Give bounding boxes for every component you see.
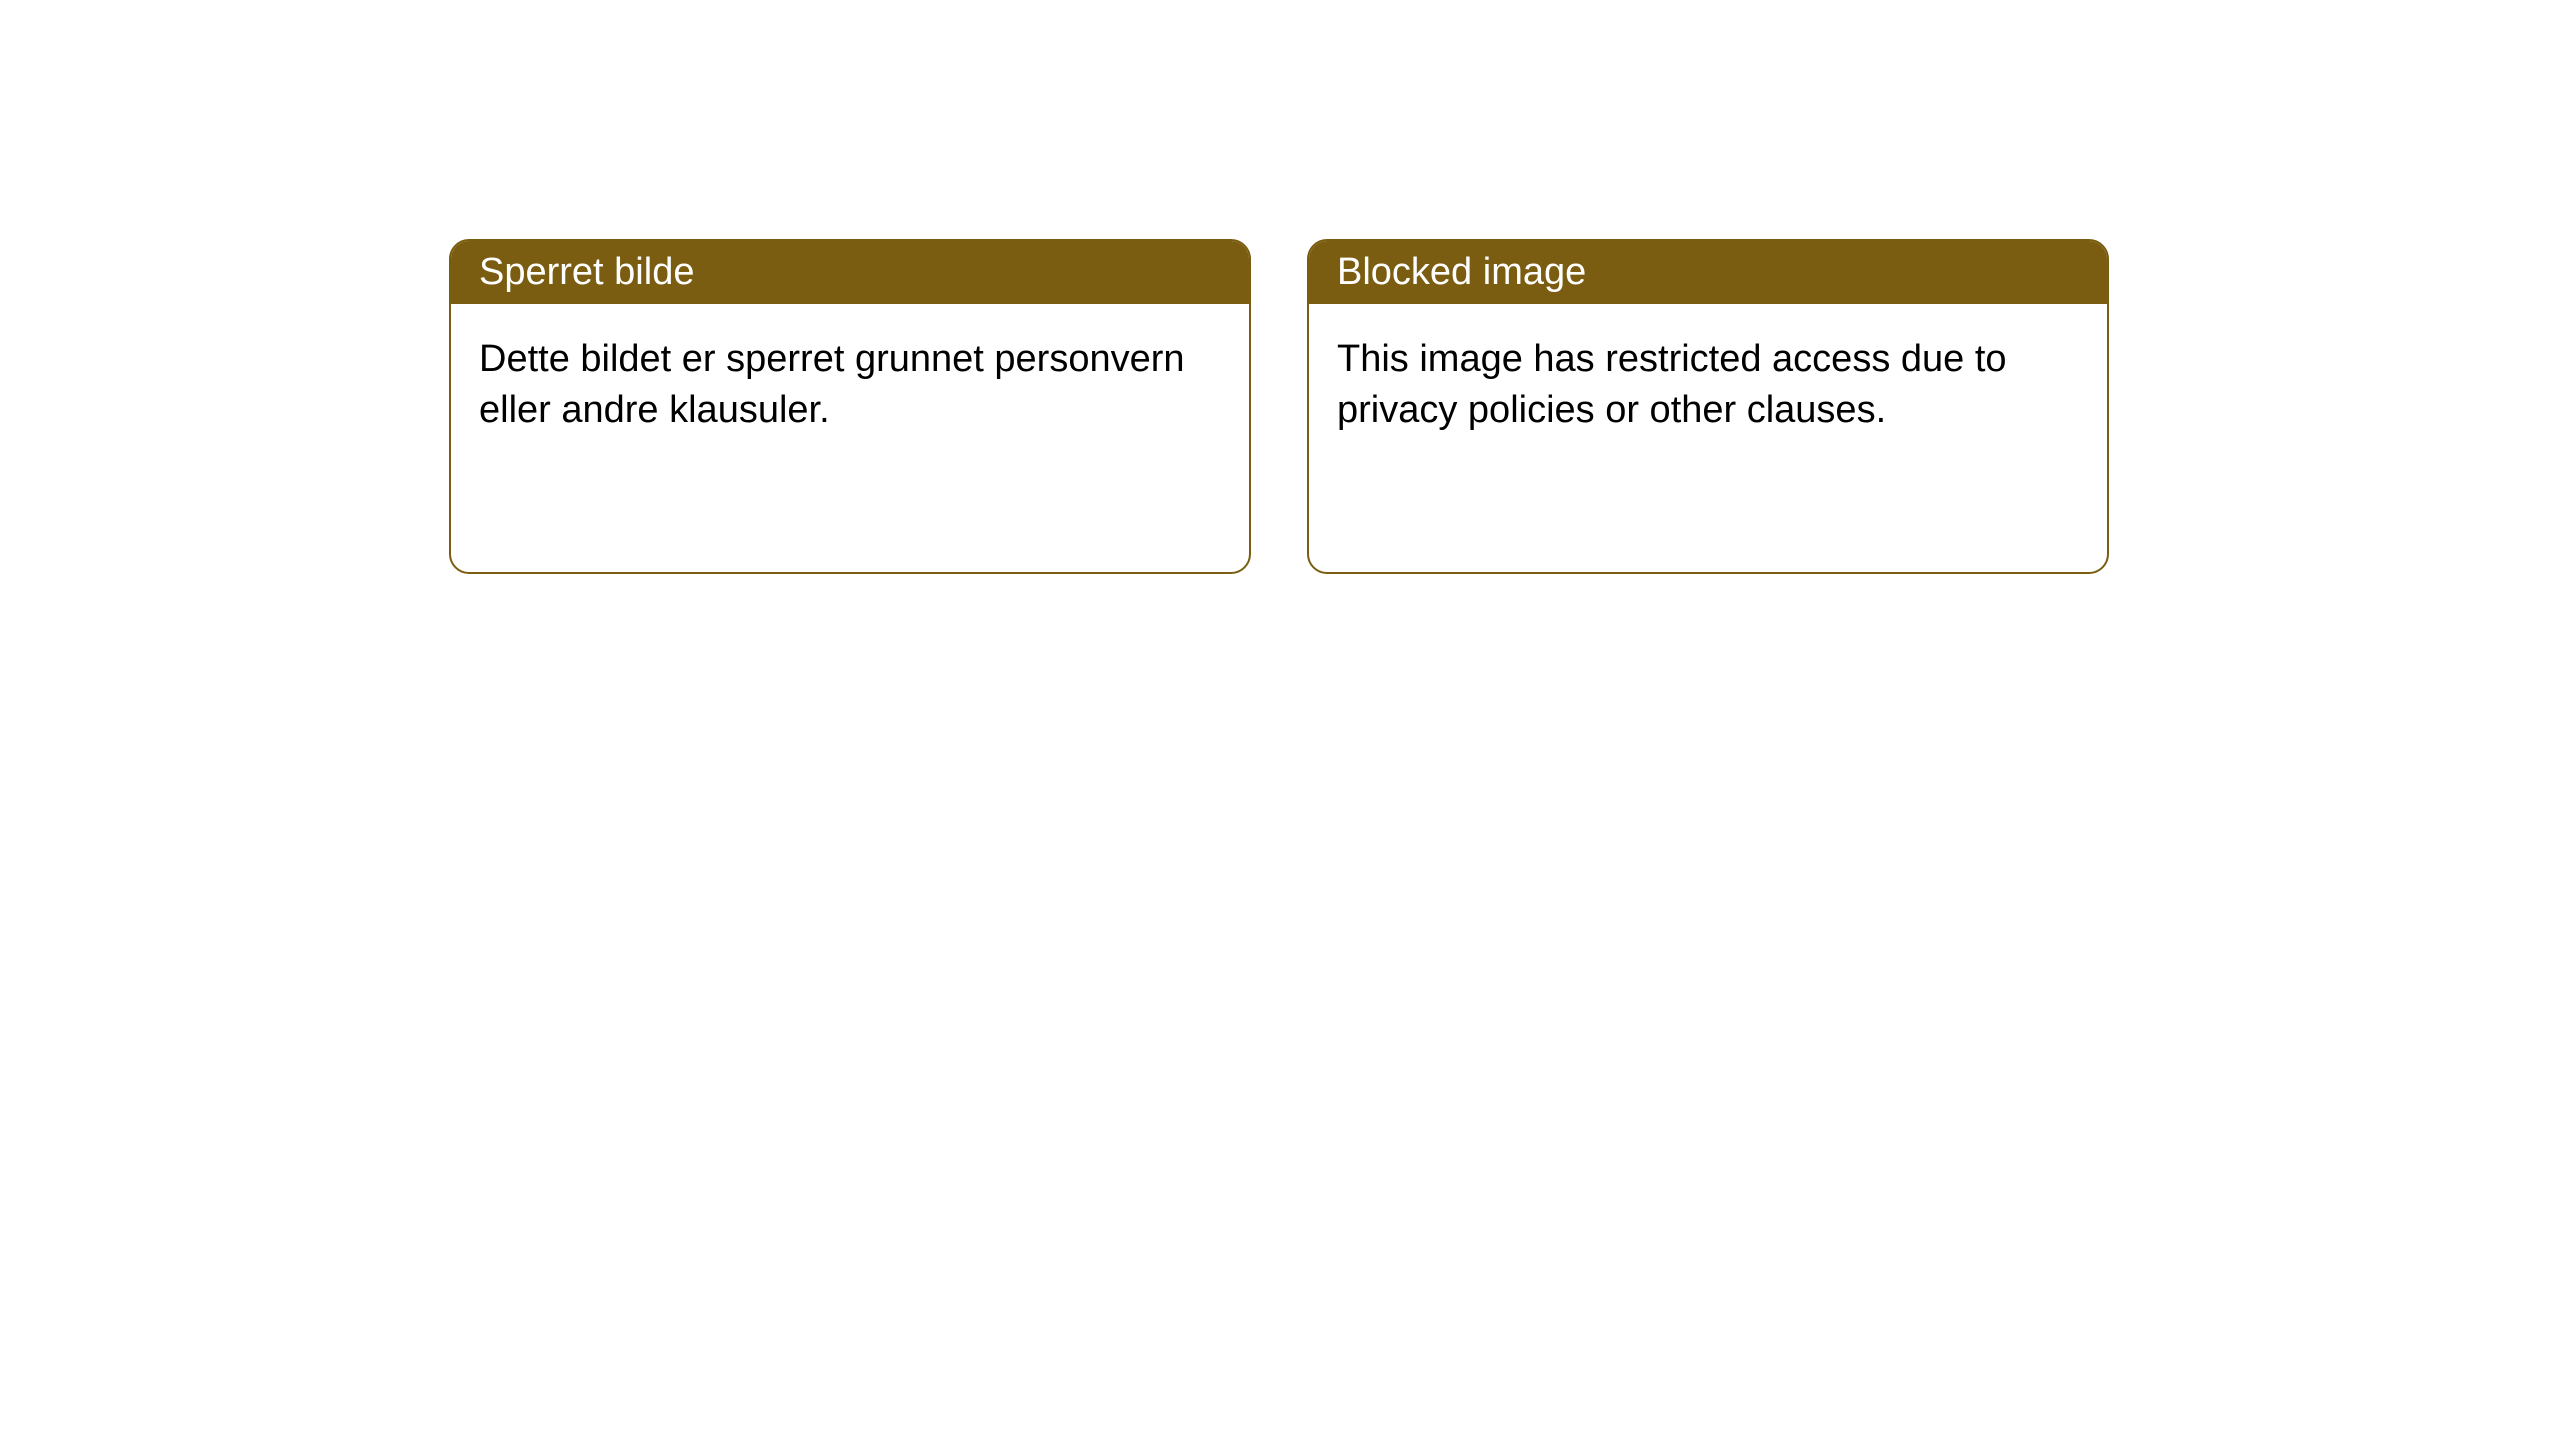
notice-container: Sperret bilde Dette bildet er sperret gr… <box>0 0 2560 574</box>
notice-card-header: Blocked image <box>1309 241 2107 304</box>
notice-card-title: Blocked image <box>1337 251 1586 293</box>
notice-card-text: This image has restricted access due to … <box>1337 338 2007 431</box>
notice-card-header: Sperret bilde <box>451 241 1249 304</box>
notice-card-body: This image has restricted access due to … <box>1309 304 2107 467</box>
notice-card-english: Blocked image This image has restricted … <box>1307 239 2109 574</box>
notice-card-text: Dette bildet er sperret grunnet personve… <box>479 338 1185 431</box>
notice-card-body: Dette bildet er sperret grunnet personve… <box>451 304 1249 467</box>
notice-card-norwegian: Sperret bilde Dette bildet er sperret gr… <box>449 239 1251 574</box>
notice-card-title: Sperret bilde <box>479 251 694 293</box>
